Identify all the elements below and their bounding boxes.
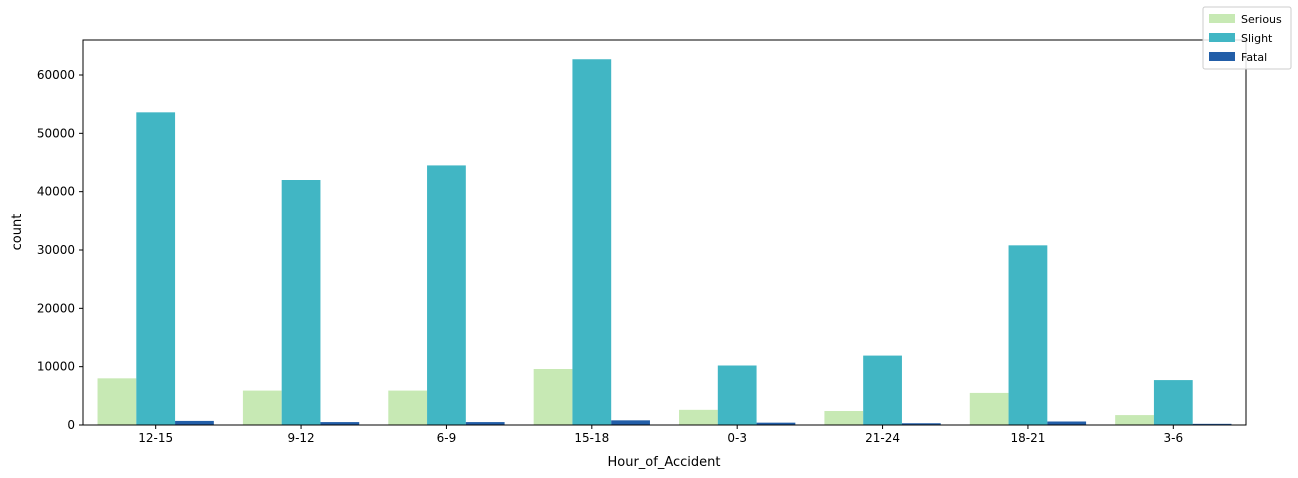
bar-fatal-12-15 bbox=[175, 420, 214, 425]
bar-serious-9-12 bbox=[242, 390, 282, 425]
legend-label-slight: Slight bbox=[1241, 32, 1273, 45]
bar-slight-18-21 bbox=[1008, 245, 1048, 425]
legend-label-fatal: Fatal bbox=[1241, 51, 1267, 64]
x-tick-label: 12-15 bbox=[138, 431, 173, 445]
x-tick-label: 0-3 bbox=[727, 431, 747, 445]
bar-fatal-0-3 bbox=[756, 422, 796, 425]
y-tick-label: 50000 bbox=[37, 126, 75, 140]
x-tick-label: 21-24 bbox=[865, 431, 900, 445]
x-tick-label: 9-12 bbox=[287, 431, 314, 445]
bar-fatal-9-12 bbox=[320, 422, 360, 425]
bar-slight-15-18 bbox=[572, 59, 612, 425]
x-axis: 12-15 9-12 6-9 15-18 0-3 21-24 18-21 3-6 bbox=[138, 425, 1183, 445]
bar-fatal-6-9 bbox=[465, 422, 505, 425]
bar-fatal-15-18 bbox=[611, 420, 650, 425]
bar-fatal-21-24 bbox=[901, 423, 941, 425]
bar-serious-12-15 bbox=[97, 378, 137, 425]
bar-slight-21-24 bbox=[863, 355, 902, 425]
bar-serious-6-9 bbox=[388, 390, 428, 425]
x-tick-label: 15-18 bbox=[574, 431, 609, 445]
y-tick-label: 10000 bbox=[37, 360, 75, 374]
x-tick-label: 6-9 bbox=[437, 431, 457, 445]
bars-group bbox=[97, 59, 1232, 425]
bar-serious-3-6 bbox=[1115, 415, 1154, 425]
bar-serious-0-3 bbox=[679, 409, 718, 425]
legend-swatch-serious bbox=[1209, 14, 1235, 23]
plot-frame bbox=[82, 39, 1247, 426]
legend-swatch-fatal bbox=[1209, 52, 1235, 61]
bar-slight-9-12 bbox=[281, 180, 321, 425]
x-tick-label: 18-21 bbox=[1011, 431, 1046, 445]
bar-slight-3-6 bbox=[1153, 380, 1193, 425]
legend-swatch-slight bbox=[1209, 33, 1235, 42]
y-tick-label: 20000 bbox=[37, 301, 75, 315]
bar-slight-6-9 bbox=[427, 165, 466, 425]
y-axis-label: count bbox=[10, 214, 25, 251]
legend: Serious Slight Fatal bbox=[1202, 6, 1292, 70]
bar-slight-12-15 bbox=[136, 112, 176, 425]
bar-fatal-3-6 bbox=[1192, 423, 1232, 425]
bar-slight-0-3 bbox=[717, 365, 757, 425]
x-axis-label: Hour_of_Accident bbox=[607, 455, 720, 470]
y-axis: 0 10000 20000 30000 40000 50000 60000 bbox=[37, 68, 83, 432]
bar-serious-15-18 bbox=[533, 369, 573, 425]
bar-fatal-18-21 bbox=[1047, 421, 1087, 425]
y-tick-label: 60000 bbox=[37, 68, 75, 82]
y-tick-label: 0 bbox=[67, 418, 75, 432]
x-tick-label: 3-6 bbox=[1164, 431, 1184, 445]
legend-label-serious: Serious bbox=[1241, 13, 1282, 26]
y-tick-label: 30000 bbox=[37, 243, 75, 257]
bar-serious-18-21 bbox=[969, 392, 1009, 425]
y-tick-label: 40000 bbox=[37, 185, 75, 199]
bar-serious-21-24 bbox=[824, 411, 864, 425]
